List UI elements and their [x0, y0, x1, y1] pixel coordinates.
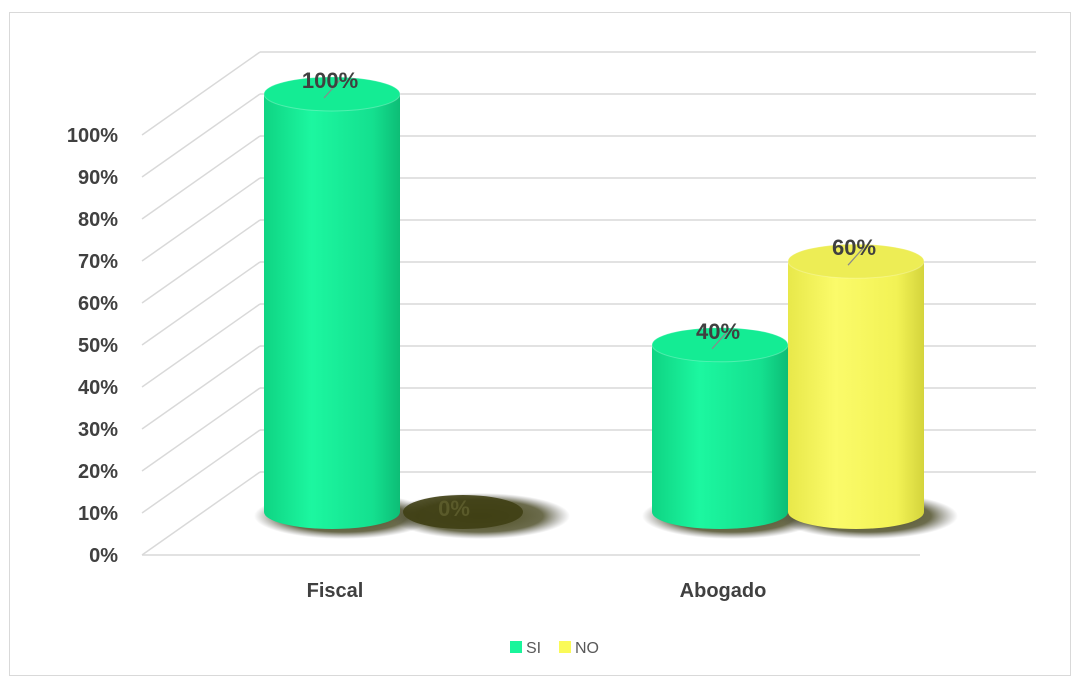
bar-no-abogado	[788, 261, 924, 529]
y-tick-label: 90%	[78, 167, 118, 189]
y-tick-label: 30%	[78, 419, 118, 441]
gridline-depth	[141, 177, 261, 262]
y-tick-label: 10%	[78, 503, 118, 525]
data-labels: 100% 40% 0% 60%	[302, 68, 876, 521]
data-label: 40%	[696, 319, 740, 344]
gridline-depth	[141, 135, 261, 220]
y-tick-label: 0%	[89, 545, 118, 567]
data-label: 0%	[438, 496, 470, 521]
bar-top	[787, 243, 925, 279]
bars	[263, 76, 925, 529]
y-tick-label: 20%	[78, 461, 118, 483]
bar-no-fiscal	[403, 495, 523, 529]
gridline-depth	[141, 303, 261, 388]
x-axis-category-labels: Fiscal Abogado	[307, 580, 767, 602]
x-category-label: Fiscal	[307, 580, 364, 602]
data-label-leader	[711, 330, 729, 350]
bar-si-fiscal	[264, 94, 400, 529]
legend-label-si: SI	[526, 640, 541, 657]
legend-swatch-si	[510, 641, 522, 653]
gridline-depth	[141, 471, 261, 556]
legend-swatch-no	[559, 641, 571, 653]
y-tick-label: 80%	[78, 209, 118, 231]
gridline-depth	[141, 93, 261, 178]
gridline-depth	[141, 429, 261, 514]
y-tick-label: 60%	[78, 293, 118, 315]
data-label: 100%	[302, 68, 358, 93]
y-tick-label: 40%	[78, 377, 118, 399]
bar-top	[263, 76, 401, 112]
x-category-label: Abogado	[680, 580, 767, 602]
gridline-depth	[141, 261, 261, 346]
data-label-leader	[323, 79, 341, 99]
y-tick-label: 50%	[78, 335, 118, 357]
gridline-depth	[141, 51, 261, 136]
y-tick-label: 100%	[67, 125, 118, 147]
gridline-depth	[141, 219, 261, 304]
y-axis-tick-labels: 0% 10% 20% 30% 40% 50% 60% 70% 80% 90% 100%	[67, 125, 118, 567]
gridline-depth	[141, 345, 261, 430]
data-label-leader	[847, 246, 865, 266]
legend: SI NO	[510, 640, 599, 657]
data-label: 60%	[832, 235, 876, 260]
legend-label-no: NO	[575, 640, 599, 657]
bar-si-abogado	[652, 344, 788, 529]
y-tick-label: 70%	[78, 251, 118, 273]
gridline-depth	[141, 387, 261, 472]
